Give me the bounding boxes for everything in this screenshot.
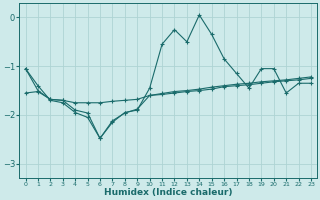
X-axis label: Humidex (Indice chaleur): Humidex (Indice chaleur): [104, 188, 233, 197]
